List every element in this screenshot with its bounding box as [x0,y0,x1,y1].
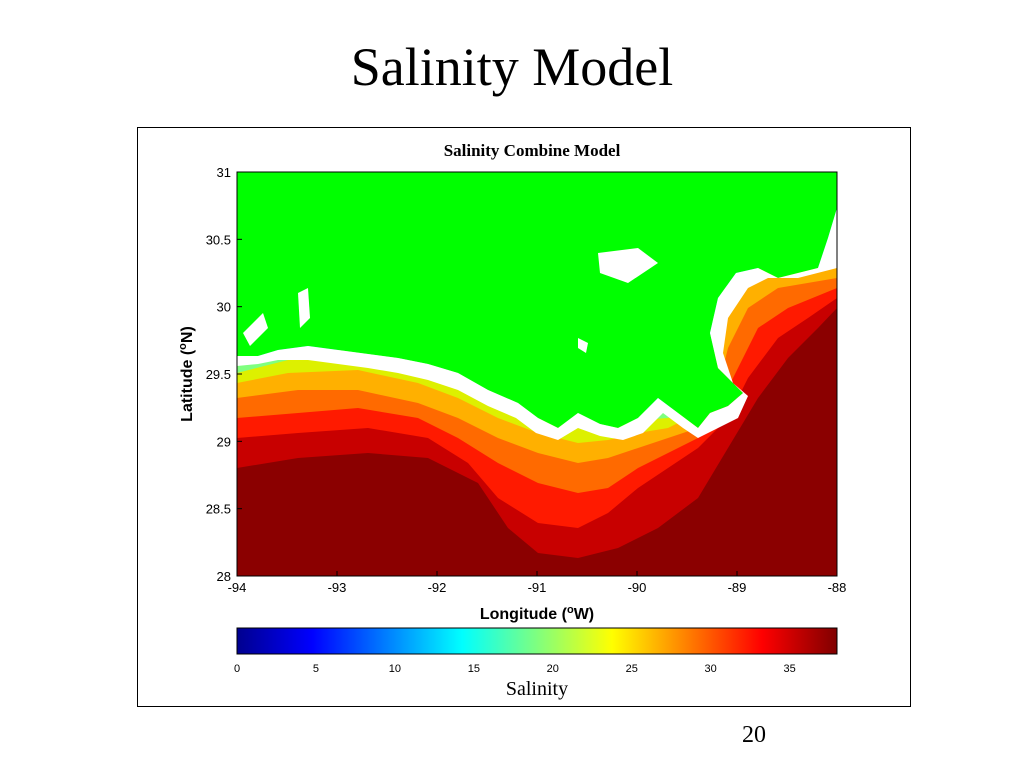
colorbar-tick-label: 0 [234,663,240,675]
colorbar-label: Salinity [506,678,568,700]
x-axis-label: Longitude (oW) [480,604,594,623]
x-tick-label: -92 [428,580,447,595]
y-tick-label: 28 [217,569,231,584]
colorbar-tick-label: 25 [626,663,638,675]
x-tick-label: -91 [528,580,547,595]
plot-title: Salinity Combine Model [444,141,621,160]
barrier-island-2 [598,248,658,283]
colorbar-tick-label: 15 [468,663,480,675]
slide-number: 20 [742,722,766,748]
land-mass [237,172,837,428]
barrier-island-4 [578,338,588,353]
y-tick-label: 30.5 [206,232,231,247]
y-axis-ticks: 28 28.5 29 29.5 30 30.5 31 [206,165,242,584]
y-tick-label: 29.5 [206,367,231,382]
figure-frame: Salinity Combine Model -94 -93 -92 -91 [137,127,911,707]
x-axis-ticks: -94 -93 -92 -91 -90 -89 -88 [228,571,847,595]
y-tick-label: 31 [217,165,231,180]
x-tick-label: -94 [228,580,247,595]
colorbar-tick-label: 30 [705,663,717,675]
barrier-island-3 [243,313,268,346]
colorbar-tick-label: 5 [313,663,319,675]
colorbar [236,627,838,655]
coastal-marsh [237,208,837,440]
salinity-map-figure: Salinity Combine Model -94 -93 -92 -91 [177,141,847,700]
slide-title: Salinity Model [350,37,674,97]
y-axis-label: Latitude (oN) [177,326,196,422]
y-tick-label: 28.5 [206,502,231,517]
salinity-map [237,172,837,576]
y-tick-label: 29 [217,434,231,449]
colorbar-tick-label: 35 [784,663,796,675]
colorbar-tick-label: 10 [389,663,401,675]
x-tick-label: -93 [328,580,347,595]
colorbar-ticks: 0 5 10 15 20 25 30 35 [234,663,796,675]
y-tick-label: 30 [217,300,231,315]
x-tick-label: -88 [828,580,847,595]
colorbar-tick-label: 20 [547,663,559,675]
barrier-island-1 [298,288,310,328]
x-tick-label: -90 [628,580,647,595]
x-tick-label: -89 [728,580,747,595]
